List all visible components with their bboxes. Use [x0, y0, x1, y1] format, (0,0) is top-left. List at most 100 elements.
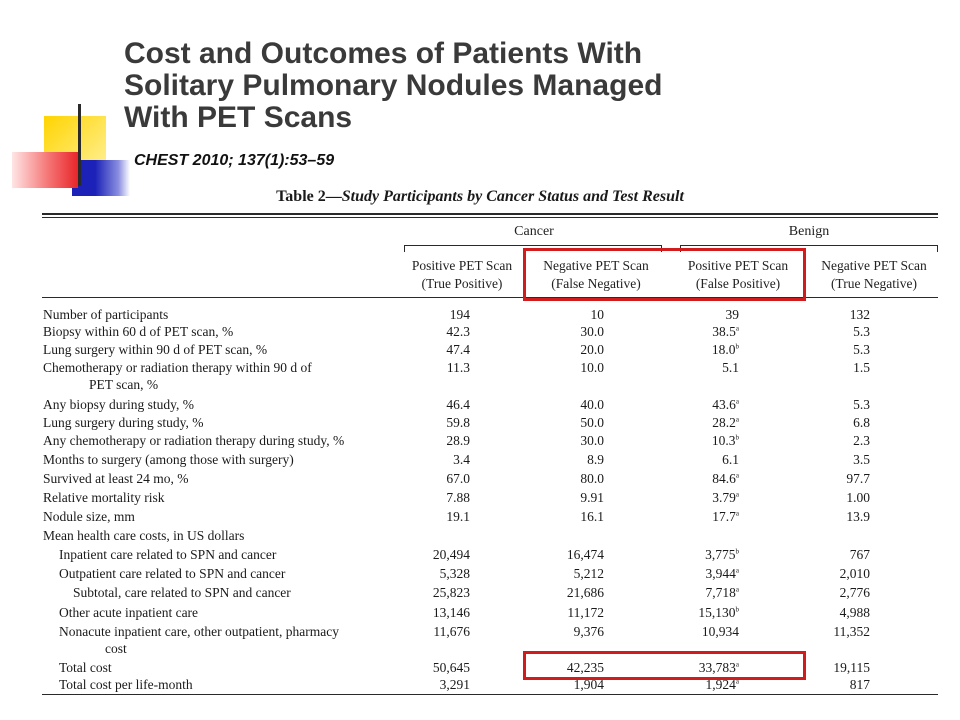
table-cell: 5.1: [722, 359, 739, 377]
table-cell: 28.2a: [712, 414, 739, 432]
table-cell: 3,291: [440, 676, 470, 694]
cell-value: 43.6: [712, 397, 736, 412]
footnote-marker: b: [735, 605, 740, 614]
cell-value: 11,352: [833, 624, 870, 639]
row-label: Chemotherapy or radiation therapy within…: [43, 360, 312, 375]
table-cell: 19,115: [833, 659, 870, 677]
group-rule-cancer-left-tick: [404, 245, 405, 252]
row-label: Subtotal, care related to SPN and cancer: [73, 585, 291, 600]
table-caption-prefix: Table 2—: [276, 188, 342, 205]
table-cell: 50,645: [433, 659, 470, 677]
table-caption: Table 2—Study Participants by Cancer Sta…: [0, 188, 960, 206]
table-cell: 33,783a: [699, 659, 739, 677]
table-cell: 4,988: [840, 604, 870, 622]
column-header-1-line-1: Positive PET Scan: [411, 258, 513, 273]
table-cell: 3.5: [853, 451, 870, 469]
cell-value: 19.1: [446, 509, 470, 524]
column-header-1-line-2: (True Positive): [421, 276, 503, 291]
table-cell: 20.0: [580, 341, 604, 359]
row-label: Other acute inpatient care: [59, 605, 199, 620]
cell-value: 5.3: [853, 397, 870, 412]
table-cell: 7.88: [446, 489, 470, 507]
cell-value: 16,474: [566, 547, 604, 562]
highlight-box-total-cost: [523, 651, 806, 680]
cell-value: 84.6: [712, 471, 736, 486]
cell-value: 38.5: [712, 324, 736, 339]
table-cell: 16,474: [567, 546, 604, 564]
table-cell: 1,904: [574, 676, 604, 694]
table-cell: 38.5a: [712, 323, 739, 341]
table-cell: 80.0: [580, 470, 604, 488]
table-cell: 11,172: [567, 604, 604, 622]
cell-value: 19,115: [833, 660, 870, 675]
row-label: Relative mortality risk: [43, 490, 165, 505]
table-cell: 9.91: [580, 489, 604, 507]
cell-value: 20,494: [432, 547, 470, 562]
column-header-1: Positive PET Scan (True Positive): [398, 257, 526, 293]
row-label: Any chemotherapy or radiation therapy du…: [43, 433, 345, 448]
cell-value: 10: [590, 307, 605, 322]
table-cell: 30.0: [580, 323, 604, 341]
cell-value: 3.5: [853, 452, 870, 467]
table-cell: 1,924a: [706, 676, 739, 694]
table-cell: 9,376: [574, 623, 604, 641]
cell-value: 5,212: [573, 566, 604, 581]
cell-value: 3,775: [705, 547, 736, 562]
row-label: Total cost: [59, 660, 112, 675]
footnote-marker: b: [735, 433, 740, 442]
table-cell: 15,130b: [698, 604, 739, 622]
slide-title-line-3: With PET Scans: [124, 101, 353, 134]
table-cell: 10,934: [702, 623, 739, 641]
cell-value: 21,686: [566, 585, 604, 600]
row-label: Outpatient care related to SPN and cance…: [59, 566, 286, 581]
group-header-benign: Benign: [788, 224, 830, 239]
header-bottom-rule: [42, 297, 938, 298]
cell-value: 17.7: [712, 509, 736, 524]
table-cell: 30.0: [580, 432, 604, 450]
cell-value: 10,934: [701, 624, 739, 639]
column-header-2-line-2: (False Negative): [551, 276, 641, 291]
footnote-marker: a: [735, 471, 739, 480]
cell-value: 30.0: [580, 433, 604, 448]
row-label: Mean health care costs, in US dollars: [43, 528, 245, 543]
table-cell: 10.0: [580, 359, 604, 377]
cell-value: 3.4: [453, 452, 470, 467]
row-label: Any biopsy during study, %: [43, 397, 194, 412]
footnote-marker: a: [735, 660, 739, 669]
cell-value: 59.8: [446, 415, 470, 430]
table-cell: 3.79a: [712, 489, 739, 507]
cell-value: 28.2: [712, 415, 736, 430]
table-cell: 194: [450, 306, 470, 324]
table-cell: 10.3b: [712, 432, 739, 450]
table-cell: 10: [591, 306, 605, 324]
cell-value: 10.0: [580, 360, 604, 375]
cell-value: 33,783: [698, 660, 736, 675]
cell-value: 80.0: [580, 471, 604, 486]
footnote-marker: a: [735, 415, 739, 424]
slide-title: Cost and Outcomes of Patients With Solit…: [124, 38, 824, 134]
table-cell: 43.6a: [712, 396, 739, 414]
cell-value: 1.5: [853, 360, 870, 375]
cell-value: 97.7: [846, 471, 870, 486]
table-top-rule-thin: [42, 217, 938, 218]
cell-value: 3.79: [712, 490, 736, 505]
cell-value: 132: [849, 307, 870, 322]
table-cell: 3,944a: [706, 565, 739, 583]
row-label: Survived at least 24 mo, %: [43, 471, 189, 486]
footnote-marker: a: [735, 509, 739, 518]
cell-value: 5.1: [722, 360, 739, 375]
table-cell: 3.4: [453, 451, 470, 469]
group-header-cancer: Cancer: [514, 224, 554, 239]
cell-value: 7.88: [446, 490, 470, 505]
table-cell: 2,010: [840, 565, 870, 583]
cell-value: 4,988: [839, 605, 870, 620]
table-cell: 5.3: [853, 341, 870, 359]
column-header-4-line-2: (True Negative): [830, 276, 918, 291]
table-cell: 42.3: [446, 323, 470, 341]
row-label: Nonacute inpatient care, other outpatien…: [59, 624, 340, 639]
cell-value: 25,823: [432, 585, 470, 600]
column-header-3-line-2: (False Positive): [695, 276, 781, 291]
slide-title-line-2: Solitary Pulmonary Nodules Managed: [124, 69, 663, 102]
table-cell: 6.8: [853, 414, 870, 432]
cell-value: 13,146: [432, 605, 470, 620]
